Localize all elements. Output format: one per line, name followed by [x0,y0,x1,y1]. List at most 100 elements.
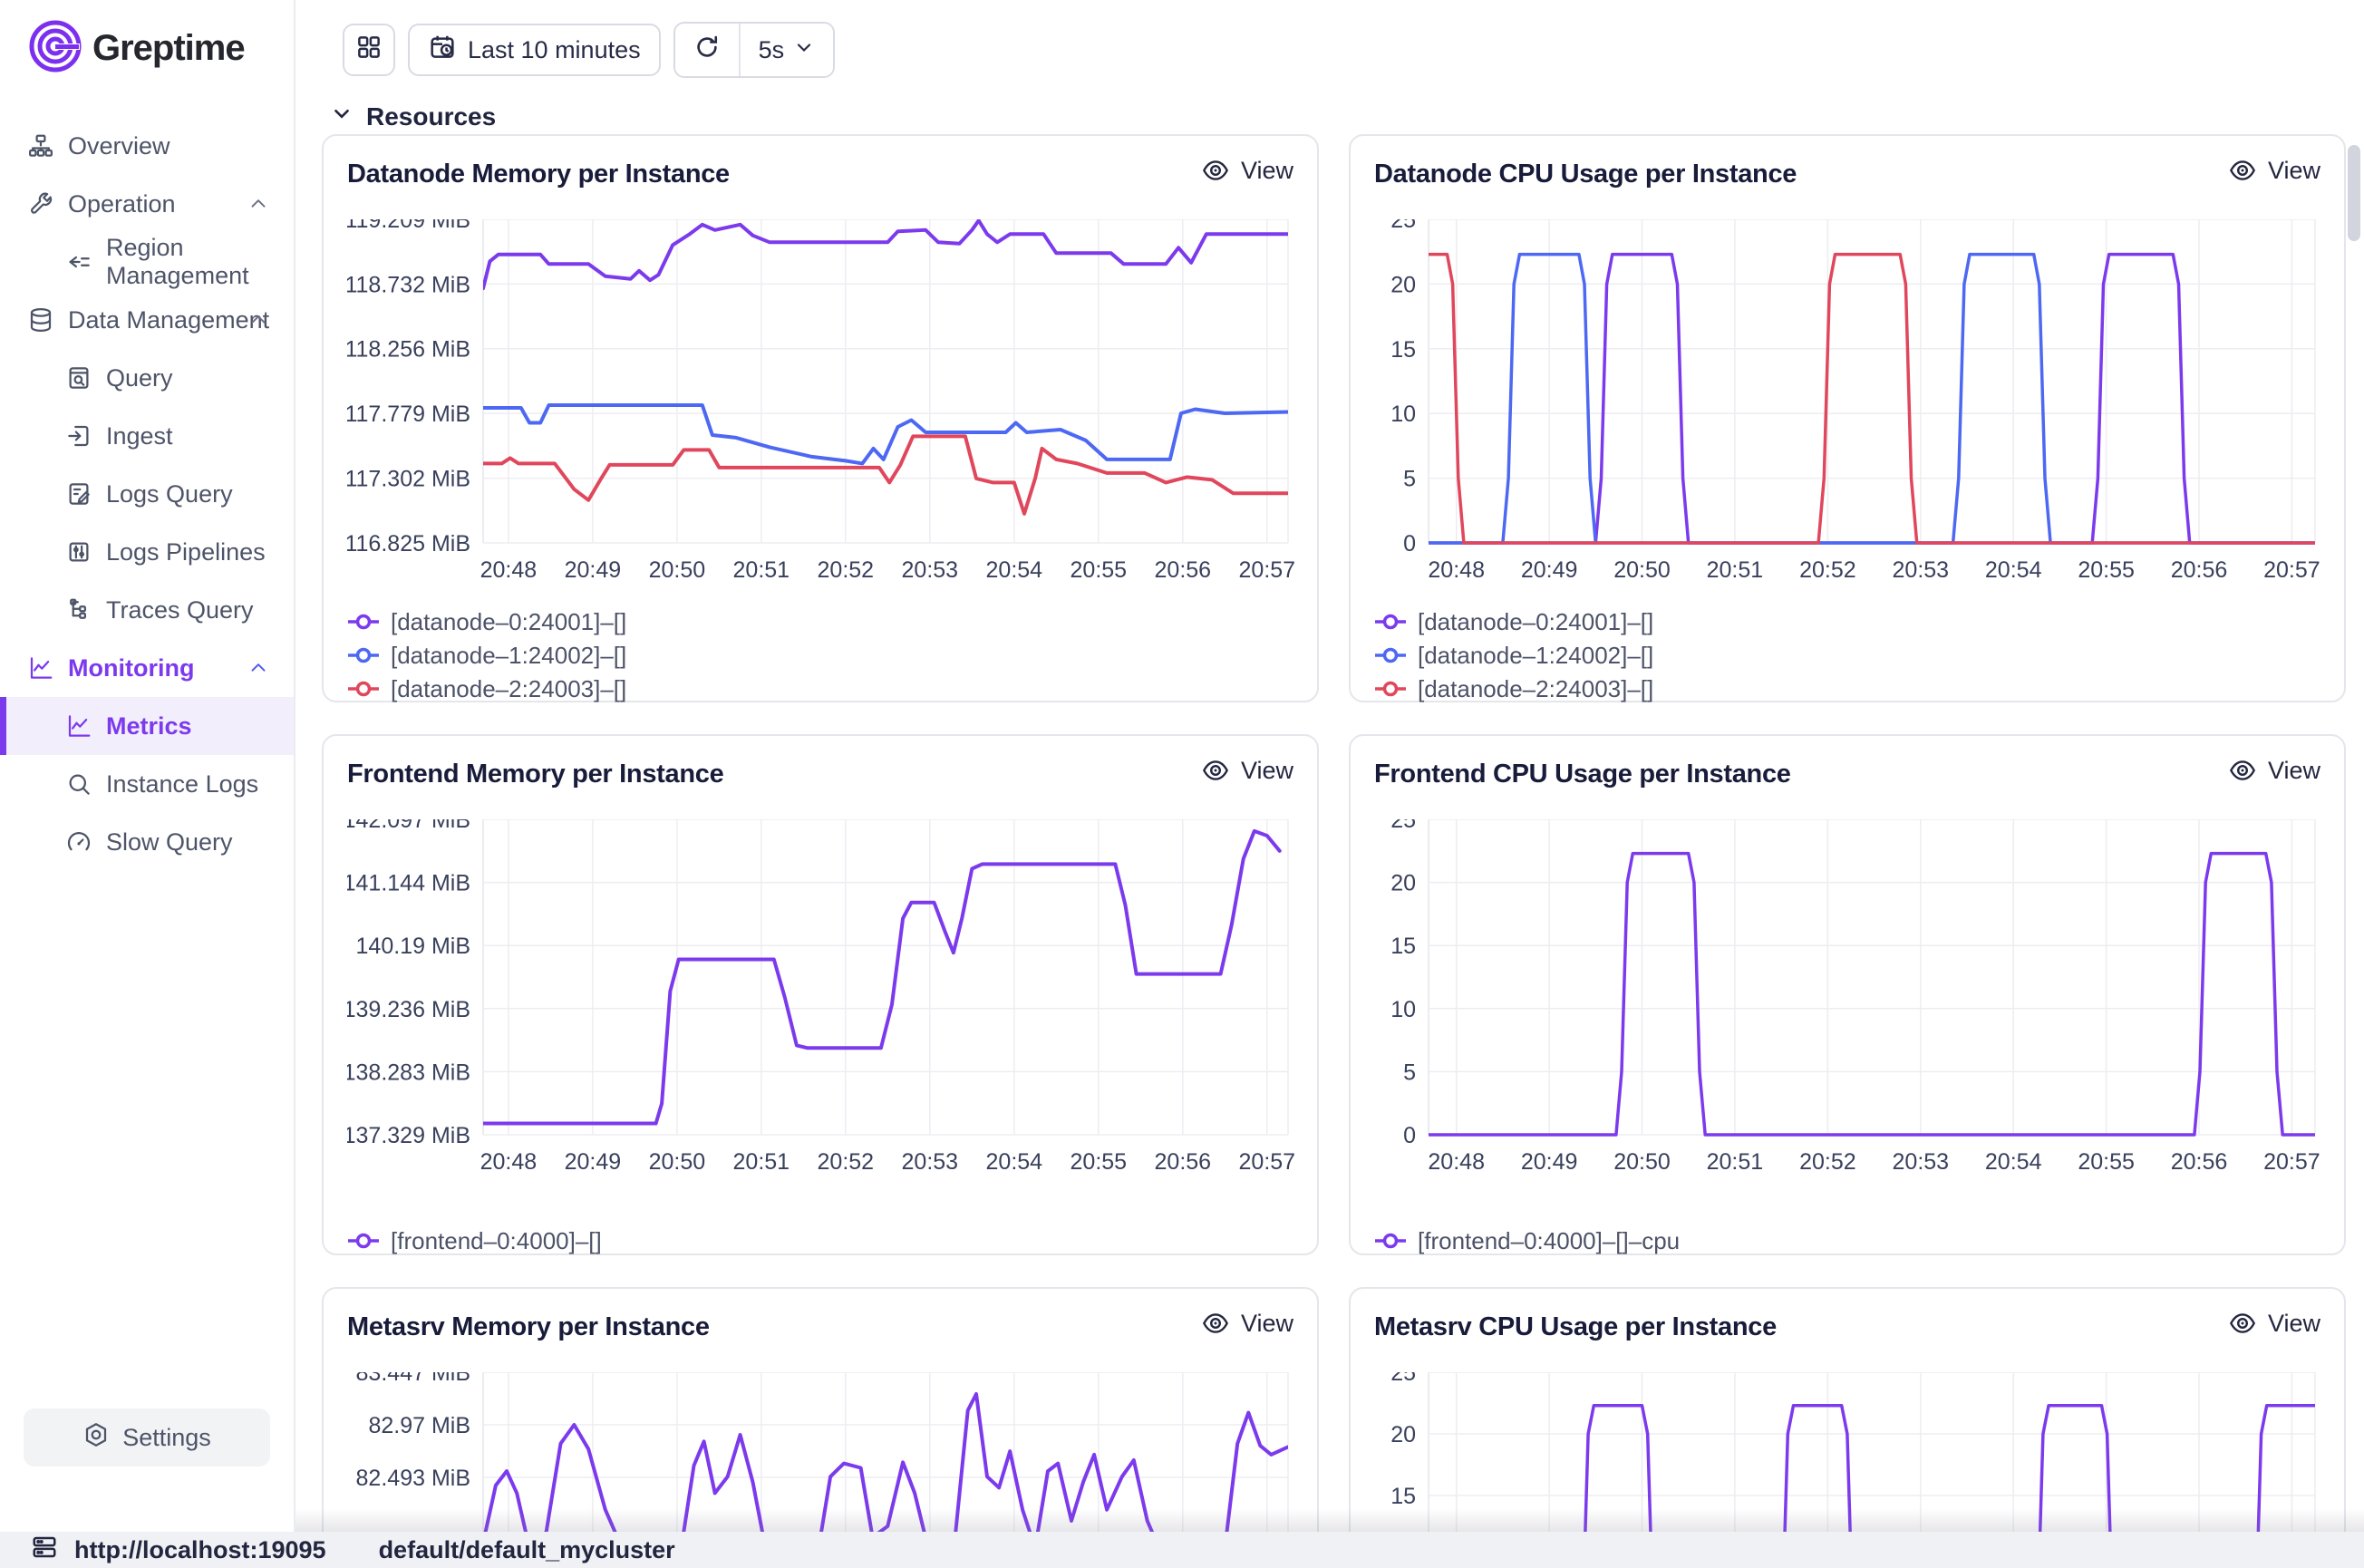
endpoint-url[interactable]: http://localhost:19095 [74,1535,326,1563]
legend-item[interactable]: [datanode–2:24003]–[] [347,674,1297,703]
sidebar-item-data-management[interactable]: Data Management [0,291,294,349]
legend-label: [datanode–1:24002]–[] [1418,641,1654,669]
resources-section-toggle[interactable]: Resources [330,102,2364,131]
view-button[interactable]: View [1201,756,1293,785]
view-button[interactable]: View [2228,156,2320,185]
eye-icon [2228,756,2257,785]
gear-icon [82,1421,110,1455]
x-tick-label: 20:49 [565,1149,622,1175]
chart-area: 20:48 20:49 20:50 20:51 20:52 20:53 20:54 20:55… [344,208,1297,703]
legend-item[interactable]: [datanode–0:24001]–[] [347,607,1297,636]
x-tick-label: 20:57 [2263,557,2320,583]
legend-item[interactable]: [datanode–1:24002]–[] [1374,641,2324,670]
cluster-name[interactable]: default/default_mycluster [378,1535,675,1563]
sidebar-item-region-management[interactable]: Region Management [0,233,294,291]
view-button[interactable]: View [2228,1309,2320,1338]
chart-title: Metasrv CPU Usage per Instance [1374,1312,1777,1341]
refresh-interval-value: 5s [758,35,785,63]
x-tick-label: 20:52 [818,557,875,583]
brand-name: Greptime [92,28,246,68]
y-tick-label: 15 [1390,1484,1416,1509]
sidebar-item-logs-query[interactable]: Logs Query [0,465,294,523]
y-tick-label: 0 [1403,1123,1416,1148]
legend-item[interactable]: [frontend–0:4000]–[]–cpu [1374,1226,2324,1255]
time-range-button[interactable]: Last 10 minutes [408,24,661,76]
greptime-logo-icon [27,18,83,79]
charts-grid: Datanode Memory per Instance View 20:48 20:… [322,134,2346,1568]
chart-card: Datanode CPU Usage per Instance View 20:48… [1349,134,2346,702]
x-tick-label: 20:48 [1428,1149,1485,1175]
chevron-up-icon [247,192,270,216]
legend-marker-icon [1375,614,1406,630]
eye-icon [1201,1309,1230,1338]
series-line [1429,851,2315,1137]
vertical-scrollbar[interactable] [2348,145,2360,241]
sidebar-item-query[interactable]: Query [0,349,294,407]
chart-canvas[interactable]: 20:4820:4920:5020:5120:5220:5320:5420:55… [347,1360,1297,1568]
y-tick-label: 25 [1390,819,1416,833]
x-tick-label: 20:49 [1521,557,1578,583]
chevron-up-icon [247,656,270,680]
series-line [483,828,1282,1126]
settings-label: Settings [122,1423,211,1451]
sidebar-nav: Overview Operation Region Management Data M… [0,117,294,871]
dashboard-grid-button[interactable] [343,24,395,76]
settings-button[interactable]: Settings [24,1408,270,1466]
legend-label: [datanode–2:24003]–[] [1418,674,1654,702]
sidebar-item-overview[interactable]: Overview [0,117,294,175]
chart-canvas[interactable]: 20:4820:4920:5020:5120:5220:5320:5420:55… [1374,1360,2324,1568]
refresh-interval-select[interactable]: 5s [738,24,834,76]
sidebar-item-ingest[interactable]: Ingest [0,407,294,465]
series-line [1429,252,2315,545]
sidebar-item-metrics[interactable]: Metrics [0,697,294,755]
legend-item[interactable]: [datanode–0:24001]–[] [1374,607,2324,636]
chart-legend: [frontend–0:4000]–[]–cpu [1374,1226,2324,1255]
sidebar-item-monitoring[interactable]: Monitoring [0,639,294,697]
logs-query-icon [65,480,92,508]
series-line [483,434,1288,516]
sidebar-item-operation[interactable]: Operation [0,175,294,233]
section-title: Resources [366,102,497,131]
view-button[interactable]: View [1201,156,1293,185]
legend-item[interactable]: [datanode–1:24002]–[] [347,641,1297,670]
sidebar-item-logs-pipelines[interactable]: Logs Pipelines [0,523,294,581]
x-tick-label: 20:51 [1707,1149,1764,1175]
sidebar-item-traces-query[interactable]: Traces Query [0,581,294,639]
view-button[interactable]: View [1201,1309,1293,1338]
view-button[interactable]: View [2228,756,2320,785]
chart-card: Frontend CPU Usage per Instance View 20:48… [1349,734,2346,1255]
legend-item[interactable]: [datanode–2:24003]–[] [1374,674,2324,703]
chart-card: Metasrv CPU Usage per Instance View 20:482… [1349,1287,2346,1568]
series-line [483,1392,1288,1551]
y-tick-label: 82.97 MiB [368,1413,470,1438]
legend-marker-icon [1375,647,1406,663]
refresh-button[interactable] [674,24,739,76]
x-tick-label: 20:52 [1799,1149,1856,1175]
sidebar-item-slow-query[interactable]: Slow Query [0,813,294,871]
eye-icon [1201,756,1230,785]
x-tick-label: 20:51 [1707,557,1764,583]
chevron-down-icon [793,36,815,64]
x-tick-label: 20:50 [649,557,706,583]
sidebar-item-instance-logs[interactable]: Instance Logs [0,755,294,813]
chart-area: 20:48 20:49 20:50 20:51 20:52 20:53 20:54 20:55… [1374,208,2324,703]
sidebar-item-label: Logs Pipelines [106,537,266,566]
x-tick-label: 20:54 [986,1149,1043,1175]
legend-marker-icon [348,647,379,663]
legend-item[interactable]: [frontend–0:4000]–[] [347,1226,1297,1255]
y-tick-label: 10 [1390,402,1416,427]
view-label: View [1240,756,1293,784]
x-tick-label: 20:53 [1893,1149,1950,1175]
y-tick-label: 15 [1390,337,1416,363]
bottom-shadow [296,1508,2364,1532]
brand-logo[interactable]: Greptime [0,0,294,79]
x-tick-label: 20:56 [2171,1149,2228,1175]
sidebar-item-label: Traces Query [106,595,254,624]
chart-title: Datanode CPU Usage per Instance [1374,160,1797,189]
toolbar: Last 10 minutes 5s [296,0,2364,78]
